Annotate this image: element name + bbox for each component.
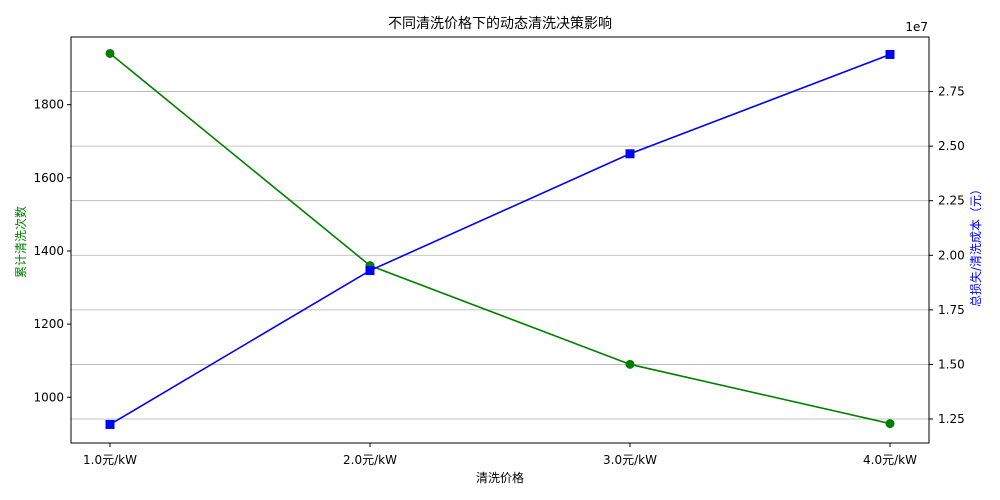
data-point	[625, 149, 635, 159]
data-point	[365, 266, 375, 276]
right-tick-label: 1.75	[938, 303, 965, 317]
grid-lines	[71, 91, 929, 420]
right-axis-label: 总损失/清洗成本（元）	[968, 183, 983, 307]
left-tick-label: 1000	[33, 390, 64, 404]
x-tick-label: 4.0元/kW	[863, 453, 917, 467]
x-axis-label: 清洗价格	[476, 470, 524, 485]
data-point	[105, 419, 115, 429]
left-tick-label: 1400	[33, 244, 64, 258]
right-tick-label: 2.50	[938, 139, 965, 153]
x-axis-ticks: 1.0元/kW 2.0元/kW 3.0元/kW 4.0元/kW	[83, 443, 917, 467]
left-axis-ticks: 1000 1200 1400 1600 1800	[33, 98, 71, 404]
right-axis-multiplier: 1e7	[905, 20, 928, 34]
x-tick-label: 2.0元/kW	[343, 453, 397, 467]
series-line-1	[109, 52, 891, 425]
left-axis-label: 累计清洗次数	[13, 206, 28, 278]
right-tick-label: 1.50	[938, 357, 965, 371]
left-tick-label: 1600	[33, 171, 64, 185]
plot-frame	[70, 36, 930, 444]
series-markers	[105, 48, 895, 429]
right-axis-ticks: 1.25 1.50 1.75 2.00 2.25 2.50 2.75	[929, 85, 965, 426]
data-point	[885, 419, 895, 429]
series-lines	[109, 52, 891, 426]
right-tick-label: 2.75	[938, 85, 965, 99]
series-line-2	[109, 53, 891, 426]
x-tick-label: 1.0元/kW	[83, 453, 137, 467]
left-tick-label: 1800	[33, 98, 64, 112]
chart-title: 不同清洗价格下的动态清洗决策影响	[388, 15, 612, 32]
data-point	[625, 359, 635, 369]
data-point	[885, 49, 895, 59]
left-tick-label: 1200	[33, 317, 64, 331]
data-point	[105, 48, 115, 58]
right-tick-label: 1.25	[938, 412, 965, 426]
right-tick-label: 2.25	[938, 194, 965, 208]
x-tick-label: 3.0元/kW	[603, 453, 657, 467]
right-tick-label: 2.00	[938, 248, 965, 262]
